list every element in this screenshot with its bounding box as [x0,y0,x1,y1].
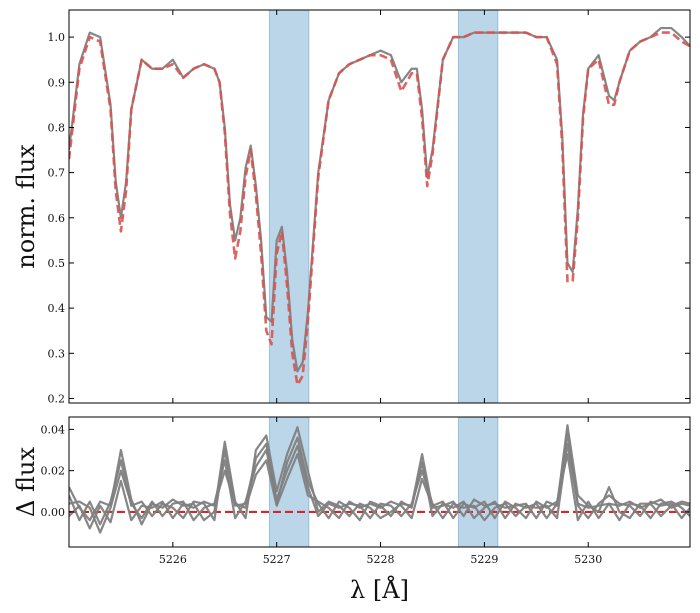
residual-line-2 [69,432,690,526]
residual-line-3 [69,442,690,534]
axes-frame [68,9,691,404]
y-tick-label: 0.04 [41,423,66,436]
y-tick-label: 1.0 [48,31,66,44]
y-tick-label: 0.5 [48,257,66,270]
shaded-region-1 [268,9,310,404]
y-tick-label: 0.6 [48,212,66,225]
model-line [69,31,690,387]
residual-line-4 [69,453,690,530]
x-tick-label: 5227 [263,553,291,566]
shaded-region-2 [457,416,499,548]
y-tick-label: 0.2 [48,392,66,405]
residual-line-1 [69,424,690,526]
y-axis-label: Δ flux [12,447,40,517]
y-tick-label: 0.02 [41,465,66,478]
y-tick-label: 0.7 [48,167,66,180]
observed-line [69,26,690,373]
x-axis-label: λ [Å] [350,575,409,604]
y-tick-label: 0.9 [48,76,66,89]
y-axis-label: norm. flux [12,144,40,269]
bottom-panel: 0.00 0.02 0.04 5226 5227 5228 5229 5230 Δ flux λ … [12,416,691,604]
axes-frame [68,416,691,548]
y-tick-label: 0.8 [48,121,66,134]
x-tick-label: 5229 [470,553,498,566]
shaded-region-2 [457,9,499,404]
x-tick-label: 5226 [159,553,187,566]
top-panel: 0.2 0.3 0.4 0.5 0.6 0.7 0.8 0.9 1.0 norm. flux [12,9,691,405]
y-tick-label: 0.4 [48,302,66,315]
x-tick-label: 5228 [367,553,395,566]
y-tick-label: 0.3 [48,347,66,360]
x-tick-label: 5230 [574,553,602,566]
y-tick-label: 0.00 [41,506,66,519]
